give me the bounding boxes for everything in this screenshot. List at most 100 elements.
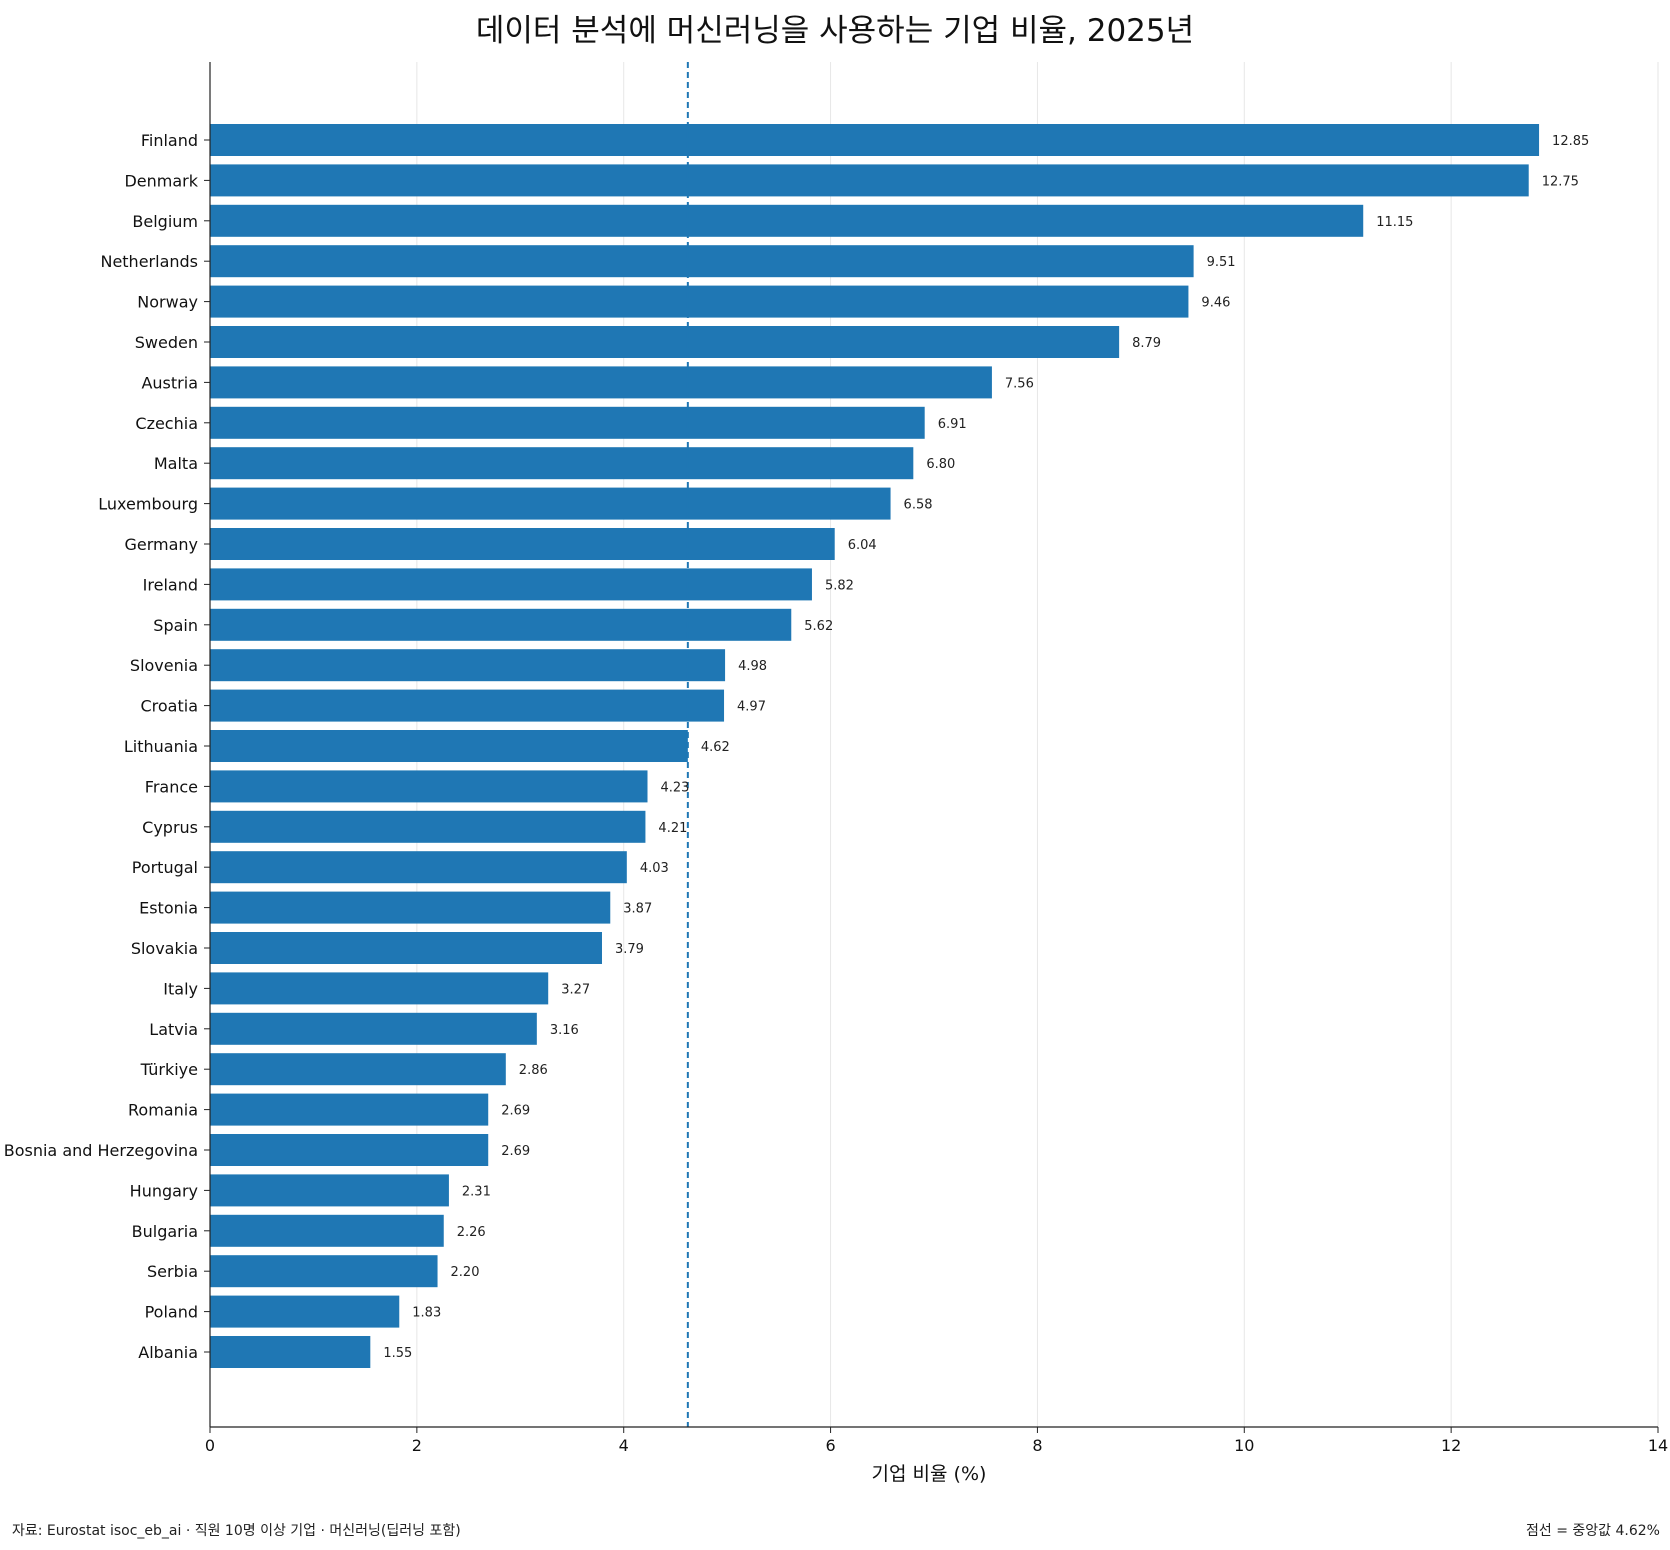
category-label: Poland	[145, 1303, 198, 1322]
value-label: 2.20	[451, 1265, 480, 1280]
value-label: 3.87	[623, 902, 652, 917]
category-label: Italy	[163, 979, 198, 998]
bar-hungary	[210, 1174, 449, 1207]
value-label: 3.16	[550, 1023, 579, 1038]
value-label: 6.04	[848, 538, 877, 553]
category-label: Norway	[137, 293, 198, 312]
bar-estonia	[210, 891, 611, 924]
category-label: Malta	[154, 454, 198, 473]
category-label: France	[145, 777, 198, 796]
value-label: 6.58	[904, 498, 933, 513]
bar-italy	[210, 972, 549, 1005]
x-tick-label: 2	[412, 1436, 422, 1455]
bar-poland	[210, 1295, 400, 1328]
source-note: 자료: Eurostat isoc_eb_ai · 직원 10명 이상 기업 ·…	[12, 1523, 461, 1539]
category-label: Belgium	[132, 212, 198, 231]
x-tick-label: 6	[825, 1436, 835, 1455]
value-label: 2.86	[519, 1063, 548, 1078]
value-label: 3.27	[561, 982, 590, 997]
category-label: Slovakia	[131, 939, 198, 958]
bar-norway	[210, 285, 1189, 318]
value-label: 12.75	[1542, 174, 1579, 189]
value-label: 4.97	[737, 700, 766, 715]
bar-t-rkiye	[210, 1053, 506, 1086]
bar-sweden	[210, 326, 1120, 358]
value-label: 4.03	[640, 861, 669, 876]
category-label: Luxembourg	[98, 495, 198, 514]
bar-austria	[210, 366, 992, 399]
category-label: Bosnia and Herzegovina	[4, 1141, 198, 1160]
value-label: 4.98	[738, 659, 767, 674]
category-label: Slovenia	[130, 656, 198, 675]
value-label: 9.46	[1201, 296, 1230, 311]
bar-slovenia	[210, 649, 726, 682]
bar-lithuania	[210, 730, 688, 762]
category-label: Austria	[141, 373, 198, 392]
value-label: 4.62	[701, 740, 730, 755]
bar-germany	[210, 528, 835, 560]
bar-cyprus	[210, 810, 646, 843]
category-label: Croatia	[140, 697, 198, 716]
value-label: 4.21	[658, 821, 687, 836]
bar-latvia	[210, 1012, 537, 1045]
category-label: Cyprus	[142, 818, 198, 837]
value-label: 12.85	[1552, 134, 1589, 149]
category-label: Netherlands	[100, 252, 198, 271]
category-label: Spain	[153, 616, 198, 635]
value-label: 5.62	[804, 619, 833, 634]
bar-czechia	[210, 406, 925, 439]
bar-netherlands	[210, 245, 1194, 278]
value-label: 1.83	[412, 1306, 441, 1321]
bar-bosnia-and-herzegovina	[210, 1134, 489, 1166]
bar-slovakia	[210, 932, 602, 964]
value-label: 1.55	[383, 1346, 412, 1361]
category-label: Hungary	[130, 1181, 198, 1200]
category-label: Portugal	[132, 858, 198, 877]
bar-finland	[210, 124, 1540, 156]
bar-denmark	[210, 164, 1529, 197]
x-tick-label: 10	[1234, 1436, 1254, 1455]
value-label: 6.80	[926, 457, 955, 472]
x-tick-label: 8	[1032, 1436, 1042, 1455]
chart-title: 데이터 분석에 머신러닝을 사용하는 기업 비율, 2025년	[475, 13, 1195, 49]
category-label: Finland	[141, 131, 198, 150]
bar-serbia	[210, 1255, 438, 1288]
x-tick-label: 0	[205, 1436, 215, 1455]
category-label: Sweden	[135, 333, 198, 352]
value-label: 2.31	[462, 1184, 491, 1199]
value-label: 9.51	[1207, 255, 1236, 270]
bar-malta	[210, 447, 914, 480]
bar-luxembourg	[210, 487, 891, 520]
x-tick-label: 4	[619, 1436, 629, 1455]
value-label: 2.69	[501, 1104, 530, 1119]
category-label: Bulgaria	[132, 1222, 198, 1241]
category-label: Lithuania	[124, 737, 198, 756]
category-label: Estonia	[139, 899, 198, 918]
value-label: 11.15	[1376, 215, 1413, 230]
x-tick-label: 12	[1441, 1436, 1461, 1455]
value-label: 8.79	[1132, 336, 1161, 351]
bar-romania	[210, 1093, 489, 1126]
value-label: 3.79	[615, 942, 644, 957]
category-label: Ireland	[143, 575, 198, 594]
value-label: 5.82	[825, 578, 854, 593]
value-label: 4.23	[661, 780, 690, 795]
value-label: 2.26	[457, 1225, 486, 1240]
value-label: 2.69	[501, 1144, 530, 1159]
bar-france	[210, 770, 648, 803]
median-note: 점선 = 중앙값 4.62%	[1526, 1523, 1660, 1539]
value-label: 7.56	[1005, 376, 1034, 391]
category-label: Latvia	[149, 1020, 198, 1039]
category-label: Romania	[128, 1101, 198, 1120]
category-label: Czechia	[135, 414, 198, 433]
bar-spain	[210, 608, 792, 641]
category-label: Germany	[124, 535, 198, 554]
category-label: Türkiye	[140, 1060, 198, 1079]
bar-portugal	[210, 851, 627, 884]
category-label: Denmark	[124, 171, 198, 190]
bar-albania	[210, 1336, 371, 1368]
x-tick-label: 14	[1648, 1436, 1668, 1455]
category-label: Albania	[138, 1343, 198, 1362]
category-label: Serbia	[147, 1262, 198, 1281]
